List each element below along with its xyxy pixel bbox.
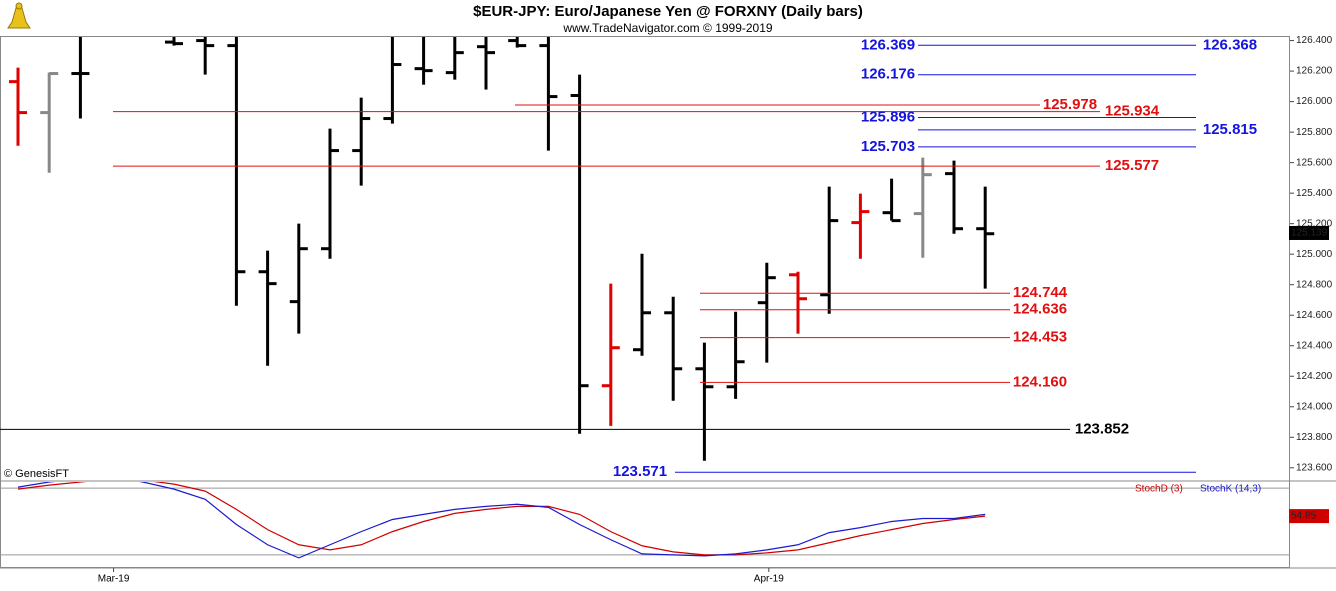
level-label: 124.636 [1013, 301, 1067, 318]
stoch-line [17, 482, 986, 556]
level-label: 125.934 [1105, 103, 1160, 120]
y-tick-label: 126.400 [1296, 35, 1333, 46]
y-tick-label: 125.400 [1296, 188, 1333, 199]
level-label: 125.896 [861, 108, 915, 125]
y-tick-label: 125.200 [1296, 218, 1333, 229]
level-label: 126.176 [861, 66, 915, 83]
watermark: © GenesisFT [4, 468, 69, 480]
last-value-box [1289, 509, 1329, 524]
level-label: 123.571 [613, 463, 667, 480]
level-label: 124.744 [1013, 284, 1068, 301]
level-label: 124.160 [1013, 373, 1067, 390]
level-label: 125.703 [861, 138, 915, 155]
y-tick-label: 124.600 [1296, 310, 1333, 321]
legend-label: StochK (14,3) [1200, 484, 1261, 495]
y-tick-label: 124.400 [1296, 340, 1333, 351]
y-tick-label: 126.200 [1296, 66, 1333, 77]
legend-label: StochD (3) [1135, 484, 1183, 495]
chart-title: $EUR-JPY: Euro/Japanese Yen @ FORXNY (Da… [473, 3, 863, 20]
y-tick-label: 124.200 [1296, 371, 1333, 382]
level-label: 126.368 [1203, 36, 1257, 53]
level-label: 125.577 [1105, 157, 1159, 174]
y-tick-label: 125.600 [1296, 157, 1333, 168]
y-tick-label: 125.000 [1296, 249, 1333, 260]
logo [7, 2, 31, 29]
stoch-line [17, 482, 986, 559]
level-label: 126.369 [861, 36, 915, 53]
x-tick-label: Apr-19 [754, 574, 784, 585]
y-tick-label: 124.800 [1296, 279, 1333, 290]
level-label: 125.978 [1043, 96, 1097, 113]
y-tick-label: 124.000 [1296, 401, 1333, 412]
last-price-label: 125.139 [1291, 228, 1328, 239]
y-tick-label: 123.800 [1296, 432, 1333, 443]
y-tick-label: 123.600 [1296, 462, 1333, 473]
level-label: 124.453 [1013, 329, 1067, 346]
y-tick-label: 125.800 [1296, 127, 1333, 138]
chart-subtitle: www.TradeNavigator.com © 1999-2019 [562, 21, 772, 35]
level-label: 123.852 [1075, 420, 1129, 437]
last-price-box [1289, 225, 1329, 240]
x-tick-label: Mar-19 [98, 574, 130, 585]
level-label: 125.815 [1203, 121, 1257, 138]
last-value-label: 54.85 [1291, 511, 1316, 522]
y-tick-label: 126.000 [1296, 96, 1333, 107]
